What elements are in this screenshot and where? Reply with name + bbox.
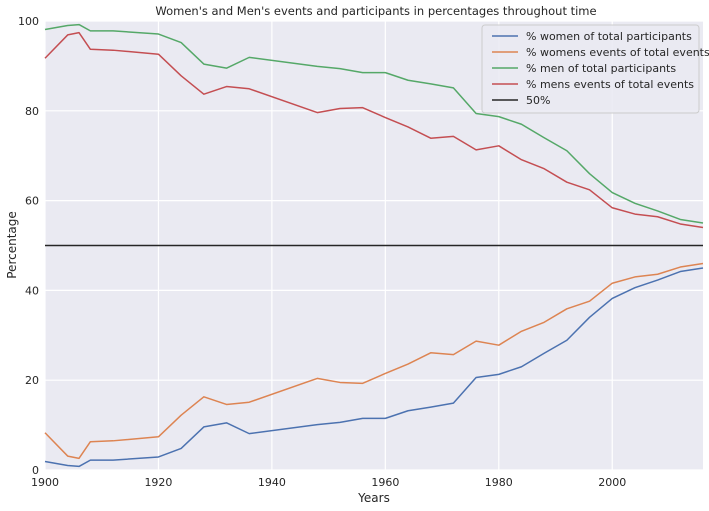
- chart-title: Women's and Men's events and participant…: [155, 4, 596, 18]
- y-axis-label: Percentage: [5, 211, 19, 279]
- x-tick-label: 1940: [258, 476, 286, 489]
- y-tick-label: 100: [18, 15, 39, 28]
- y-tick-label: 60: [25, 195, 39, 208]
- y-tick-label: 0: [32, 464, 39, 477]
- series-line-4: [44, 31, 704, 229]
- x-tick-label: 1960: [371, 476, 399, 489]
- y-tick-label: 40: [25, 284, 39, 297]
- legend-label: % women of total participants: [526, 30, 692, 43]
- y-axis-ticks: 0 20 40 60 80 100: [18, 15, 39, 477]
- x-tick-label: 1980: [485, 476, 513, 489]
- series-lines: [44, 23, 704, 468]
- x-tick-label: 1920: [144, 476, 172, 489]
- series-line-2: [44, 262, 704, 460]
- legend-label: 50%: [526, 94, 550, 107]
- x-tick-label: 1900: [31, 476, 59, 489]
- y-tick-label: 20: [25, 374, 39, 387]
- x-axis-ticks: 1900 1920 1940 1960 1980 2000: [31, 476, 626, 489]
- y-tick-label: 80: [25, 105, 39, 118]
- x-tick-label: 2000: [598, 476, 626, 489]
- series-line-1: [44, 267, 704, 468]
- legend-label: % mens events of total events: [526, 78, 694, 91]
- legend-box: [481, 24, 700, 114]
- legend-label: % womens events of total events: [526, 46, 709, 59]
- x-axis-label: Years: [357, 491, 390, 505]
- legend: % women of total participants % womens ev…: [481, 24, 709, 114]
- legend-label: % men of total participants: [526, 62, 676, 75]
- series-line-3: [44, 23, 704, 224]
